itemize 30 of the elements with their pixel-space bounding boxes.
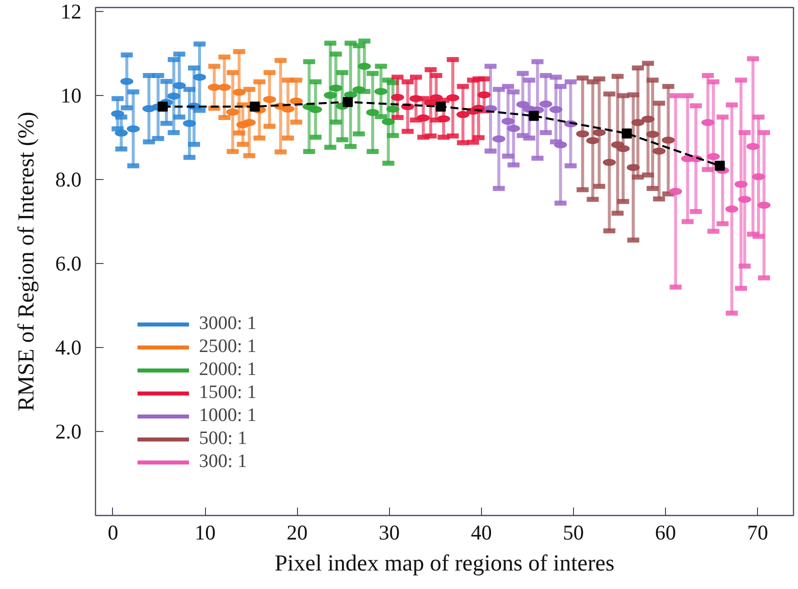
point bbox=[158, 102, 168, 112]
x-tick-label: 70 bbox=[747, 520, 768, 544]
y-tick-label: 12 bbox=[60, 0, 82, 24]
legend-label: 1000: 1 bbox=[199, 405, 257, 427]
point bbox=[528, 110, 539, 121]
legend-label: 2000: 1 bbox=[199, 359, 257, 381]
y-tick-label: 6.0 bbox=[55, 252, 82, 276]
x-tick-label: 30 bbox=[378, 520, 400, 544]
y-tick-label: 10 bbox=[60, 84, 82, 108]
legend-label: 2500: 1 bbox=[199, 336, 257, 358]
point bbox=[250, 102, 260, 112]
x-axis-title: Pixel index map of regions of interes bbox=[274, 550, 614, 576]
legend-label: 1500: 1 bbox=[199, 382, 257, 404]
point bbox=[436, 102, 446, 112]
x-tick-label: 20 bbox=[286, 520, 308, 544]
point bbox=[342, 96, 353, 107]
point bbox=[714, 160, 725, 171]
legend-label: 500: 1 bbox=[199, 428, 248, 450]
point bbox=[622, 128, 632, 138]
y-tick-label: 4.0 bbox=[55, 336, 82, 360]
legend-label: 300: 1 bbox=[199, 451, 248, 473]
legend-label: 3000: 1 bbox=[199, 313, 257, 335]
x-tick-label: 10 bbox=[194, 520, 216, 544]
y-tick-label: 8.0 bbox=[55, 168, 82, 192]
x-tick-label: 50 bbox=[562, 520, 584, 544]
x-tick-label: 0 bbox=[108, 520, 118, 544]
y-tick-label: 2.0 bbox=[55, 420, 82, 444]
x-tick-label: 40 bbox=[470, 520, 492, 544]
y-axis-title: RMSE of Region of Interest (%) bbox=[13, 112, 38, 412]
x-tick-label: 60 bbox=[655, 520, 676, 544]
